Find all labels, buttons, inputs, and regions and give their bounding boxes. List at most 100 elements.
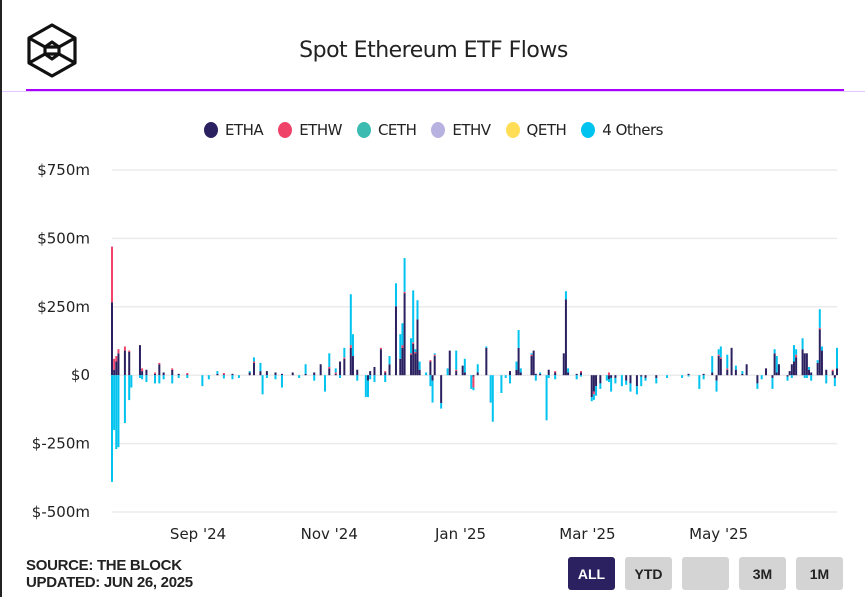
bar-etha[interactable] [231,373,234,376]
bar-etha[interactable] [575,373,578,376]
bar-etha[interactable] [265,371,268,376]
bar-etha[interactable] [595,375,598,387]
bar-4-others[interactable] [117,375,120,448]
bar-4-others[interactable] [635,386,638,395]
bar-etha[interactable] [655,375,658,378]
bar-4-others[interactable] [605,375,608,381]
bar-etha[interactable] [532,350,535,376]
bar-etha[interactable] [429,361,432,376]
bar-4-others[interactable] [756,383,759,389]
bar-4-others[interactable] [177,375,180,378]
range-button-all[interactable]: ALL [568,557,615,590]
bar-4-others[interactable] [369,375,372,380]
bar-etha[interactable] [379,349,382,376]
bar-4-others[interactable] [416,300,419,320]
bar-ethw[interactable] [384,371,387,373]
bar-etha[interactable] [399,358,402,376]
bar-4-others[interactable] [564,291,567,300]
range-button-ytd[interactable]: YTD [625,557,672,590]
bar-etha[interactable] [367,375,370,381]
bar-etha[interactable] [373,366,376,376]
bar-etha[interactable] [349,347,352,376]
bar-4-others[interactable] [711,356,714,373]
bar-ethw[interactable] [410,353,413,355]
bar-4-others[interactable] [298,375,301,378]
bar-ethw[interactable] [222,373,225,375]
bar-etha[interactable] [154,373,157,376]
bar-4-others[interactable] [410,338,413,354]
bar-4-others[interactable] [579,375,582,377]
bar-etha[interactable] [786,375,789,377]
bar-4-others[interactable] [328,353,331,367]
bar-ethw[interactable] [379,347,382,350]
bar-etha[interactable] [304,373,307,376]
bar-ethw[interactable] [154,372,157,374]
range-button-3m[interactable]: 3M [739,557,786,590]
legend-item-ceth[interactable]: CETH [356,121,417,139]
bar-4-others[interactable] [702,375,705,380]
bar-4-others[interactable] [261,375,264,395]
bar-etha[interactable] [726,369,729,376]
bar-4-others[interactable] [625,380,628,385]
bar-4-others[interactable] [323,375,326,392]
bar-4-others[interactable] [429,375,432,387]
bar-etha[interactable] [222,374,225,376]
bar-4-others[interactable] [115,375,118,450]
bar-etha[interactable] [418,369,421,376]
bar-4-others[interactable] [575,375,578,380]
bar-etha[interactable] [808,369,811,376]
bar-etha[interactable] [567,372,570,376]
bar-4-others[interactable] [775,356,778,373]
bar-4-others[interactable] [592,394,595,400]
bar-etha[interactable] [517,347,520,376]
bar-etha[interactable] [313,372,316,376]
bar-4-others[interactable] [403,258,406,292]
bar-4-others[interactable] [431,380,434,403]
bar-4-others[interactable] [491,375,494,422]
bar-etha[interactable] [590,375,593,398]
bar-ethw[interactable] [141,368,144,372]
bar-4-others[interactable] [472,387,475,391]
bar-etha[interactable] [790,364,793,376]
bar-4-others[interactable] [154,375,157,384]
bar-4-others[interactable] [786,376,789,381]
bar-etha[interactable] [614,375,617,378]
bar-4-others[interactable] [810,375,813,381]
bar-etha[interactable] [635,375,638,387]
bar-etha[interactable] [579,372,582,376]
bar-4-others[interactable] [171,375,174,384]
bar-4-others[interactable] [216,371,219,374]
bar-ethw[interactable] [334,372,337,374]
bar-etha[interactable] [730,347,733,376]
bar-4-others[interactable] [222,375,225,379]
bar-4-others[interactable] [373,375,376,383]
bar-etha[interactable] [771,375,774,378]
bar-etha[interactable] [463,372,466,376]
bar-etha[interactable] [801,349,804,376]
bar-etha[interactable] [711,372,714,376]
bar-etha[interactable] [252,362,255,376]
bar-etha[interactable] [145,369,148,376]
bar-etha[interactable] [534,373,537,376]
bar-etha[interactable] [756,375,759,384]
bar-4-others[interactable] [433,353,436,355]
bar-etha[interactable] [836,368,838,376]
bar-4-others[interactable] [620,375,623,387]
bar-4-others[interactable] [313,375,316,381]
bar-4-others[interactable] [351,334,354,357]
bar-4-others[interactable] [760,375,763,380]
bar-etha[interactable] [515,369,518,376]
bar-4-others[interactable] [534,375,537,381]
bar-4-others[interactable] [334,368,337,373]
bar-etha[interactable] [792,361,795,376]
bar-etha[interactable] [113,369,116,376]
bar-4-others[interactable] [508,375,511,384]
bar-etha[interactable] [394,306,397,376]
bar-ethw[interactable] [252,361,255,363]
bar-4-others[interactable] [401,323,404,346]
bar-4-others[interactable] [504,375,507,378]
bar-4-others[interactable] [816,360,819,363]
bar-etha[interactable] [687,373,690,376]
bar-4-others[interactable] [485,346,488,348]
bar-4-others[interactable] [825,375,828,384]
